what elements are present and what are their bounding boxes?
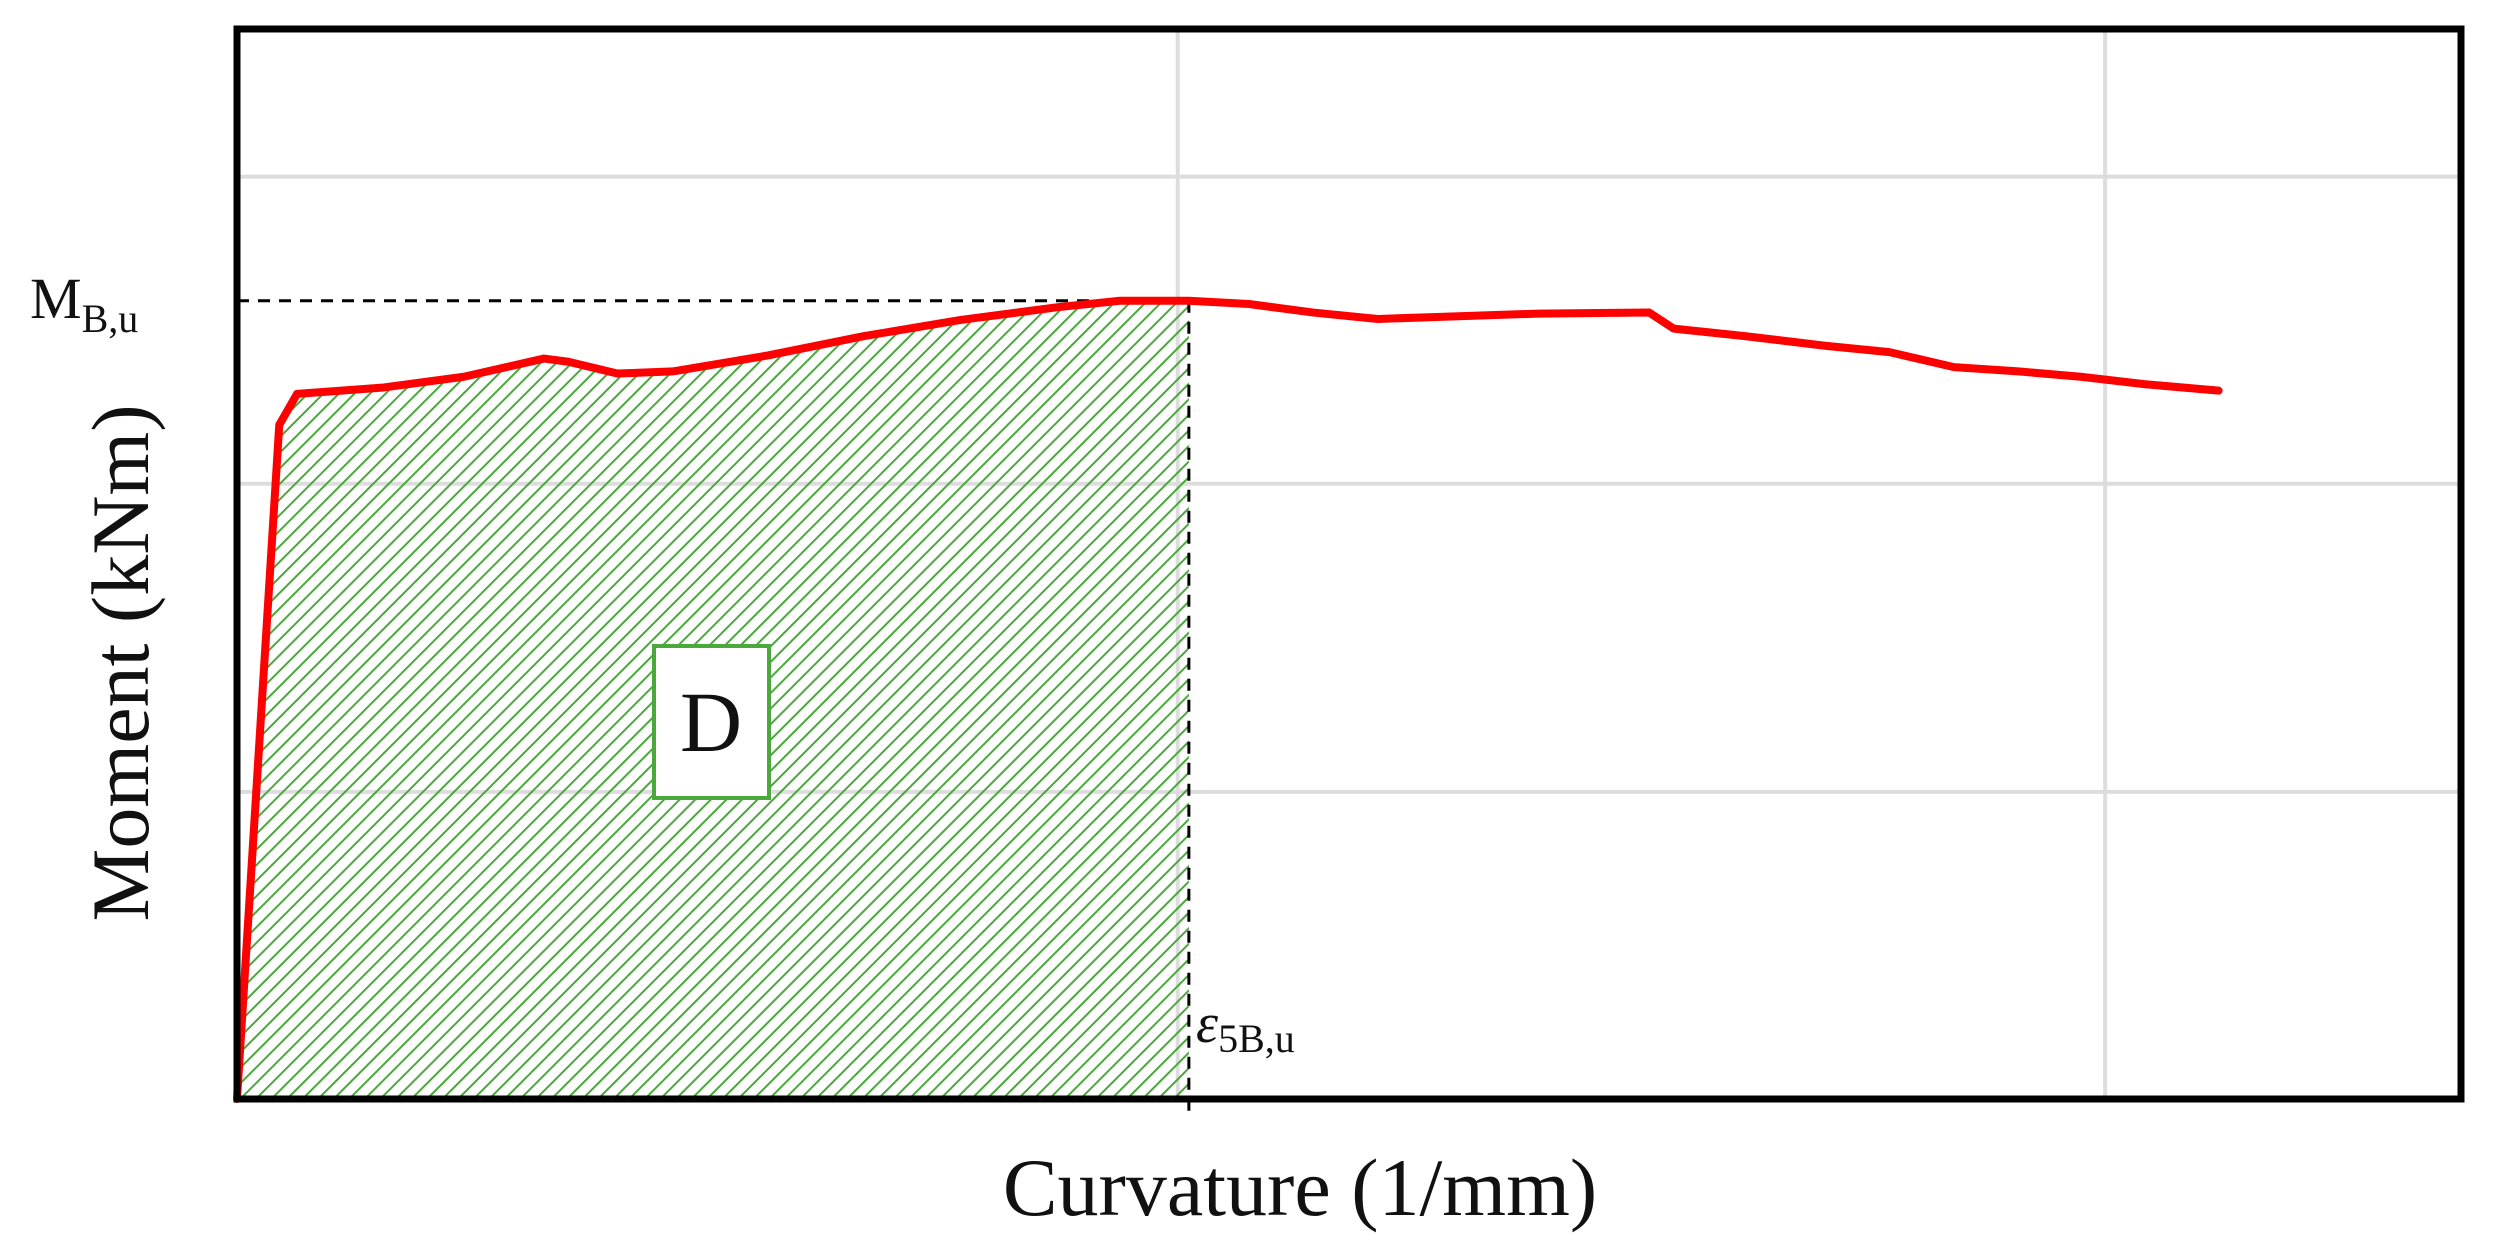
ultimate-curvature-label-sub: 5B,u bbox=[1218, 1016, 1295, 1061]
x-axis-title: Curvature (1/mm) bbox=[1003, 1142, 1597, 1233]
moment-curvature-series-line bbox=[233, 296, 2223, 1103]
peak-moment-label-main: M bbox=[30, 266, 82, 331]
ultimate-curvature-label-main: ε bbox=[1196, 993, 1219, 1055]
peak-moment-label-sub: B,u bbox=[82, 296, 139, 341]
peak-moment-label: MB,u bbox=[30, 266, 138, 341]
ultimate-curvature-label: ε5B,u bbox=[1196, 993, 1295, 1061]
plot-frame bbox=[233, 25, 2465, 1103]
area-label-box bbox=[652, 644, 771, 800]
y-axis-title: Moment (kNm) bbox=[75, 405, 166, 922]
area-label: D bbox=[680, 674, 742, 770]
